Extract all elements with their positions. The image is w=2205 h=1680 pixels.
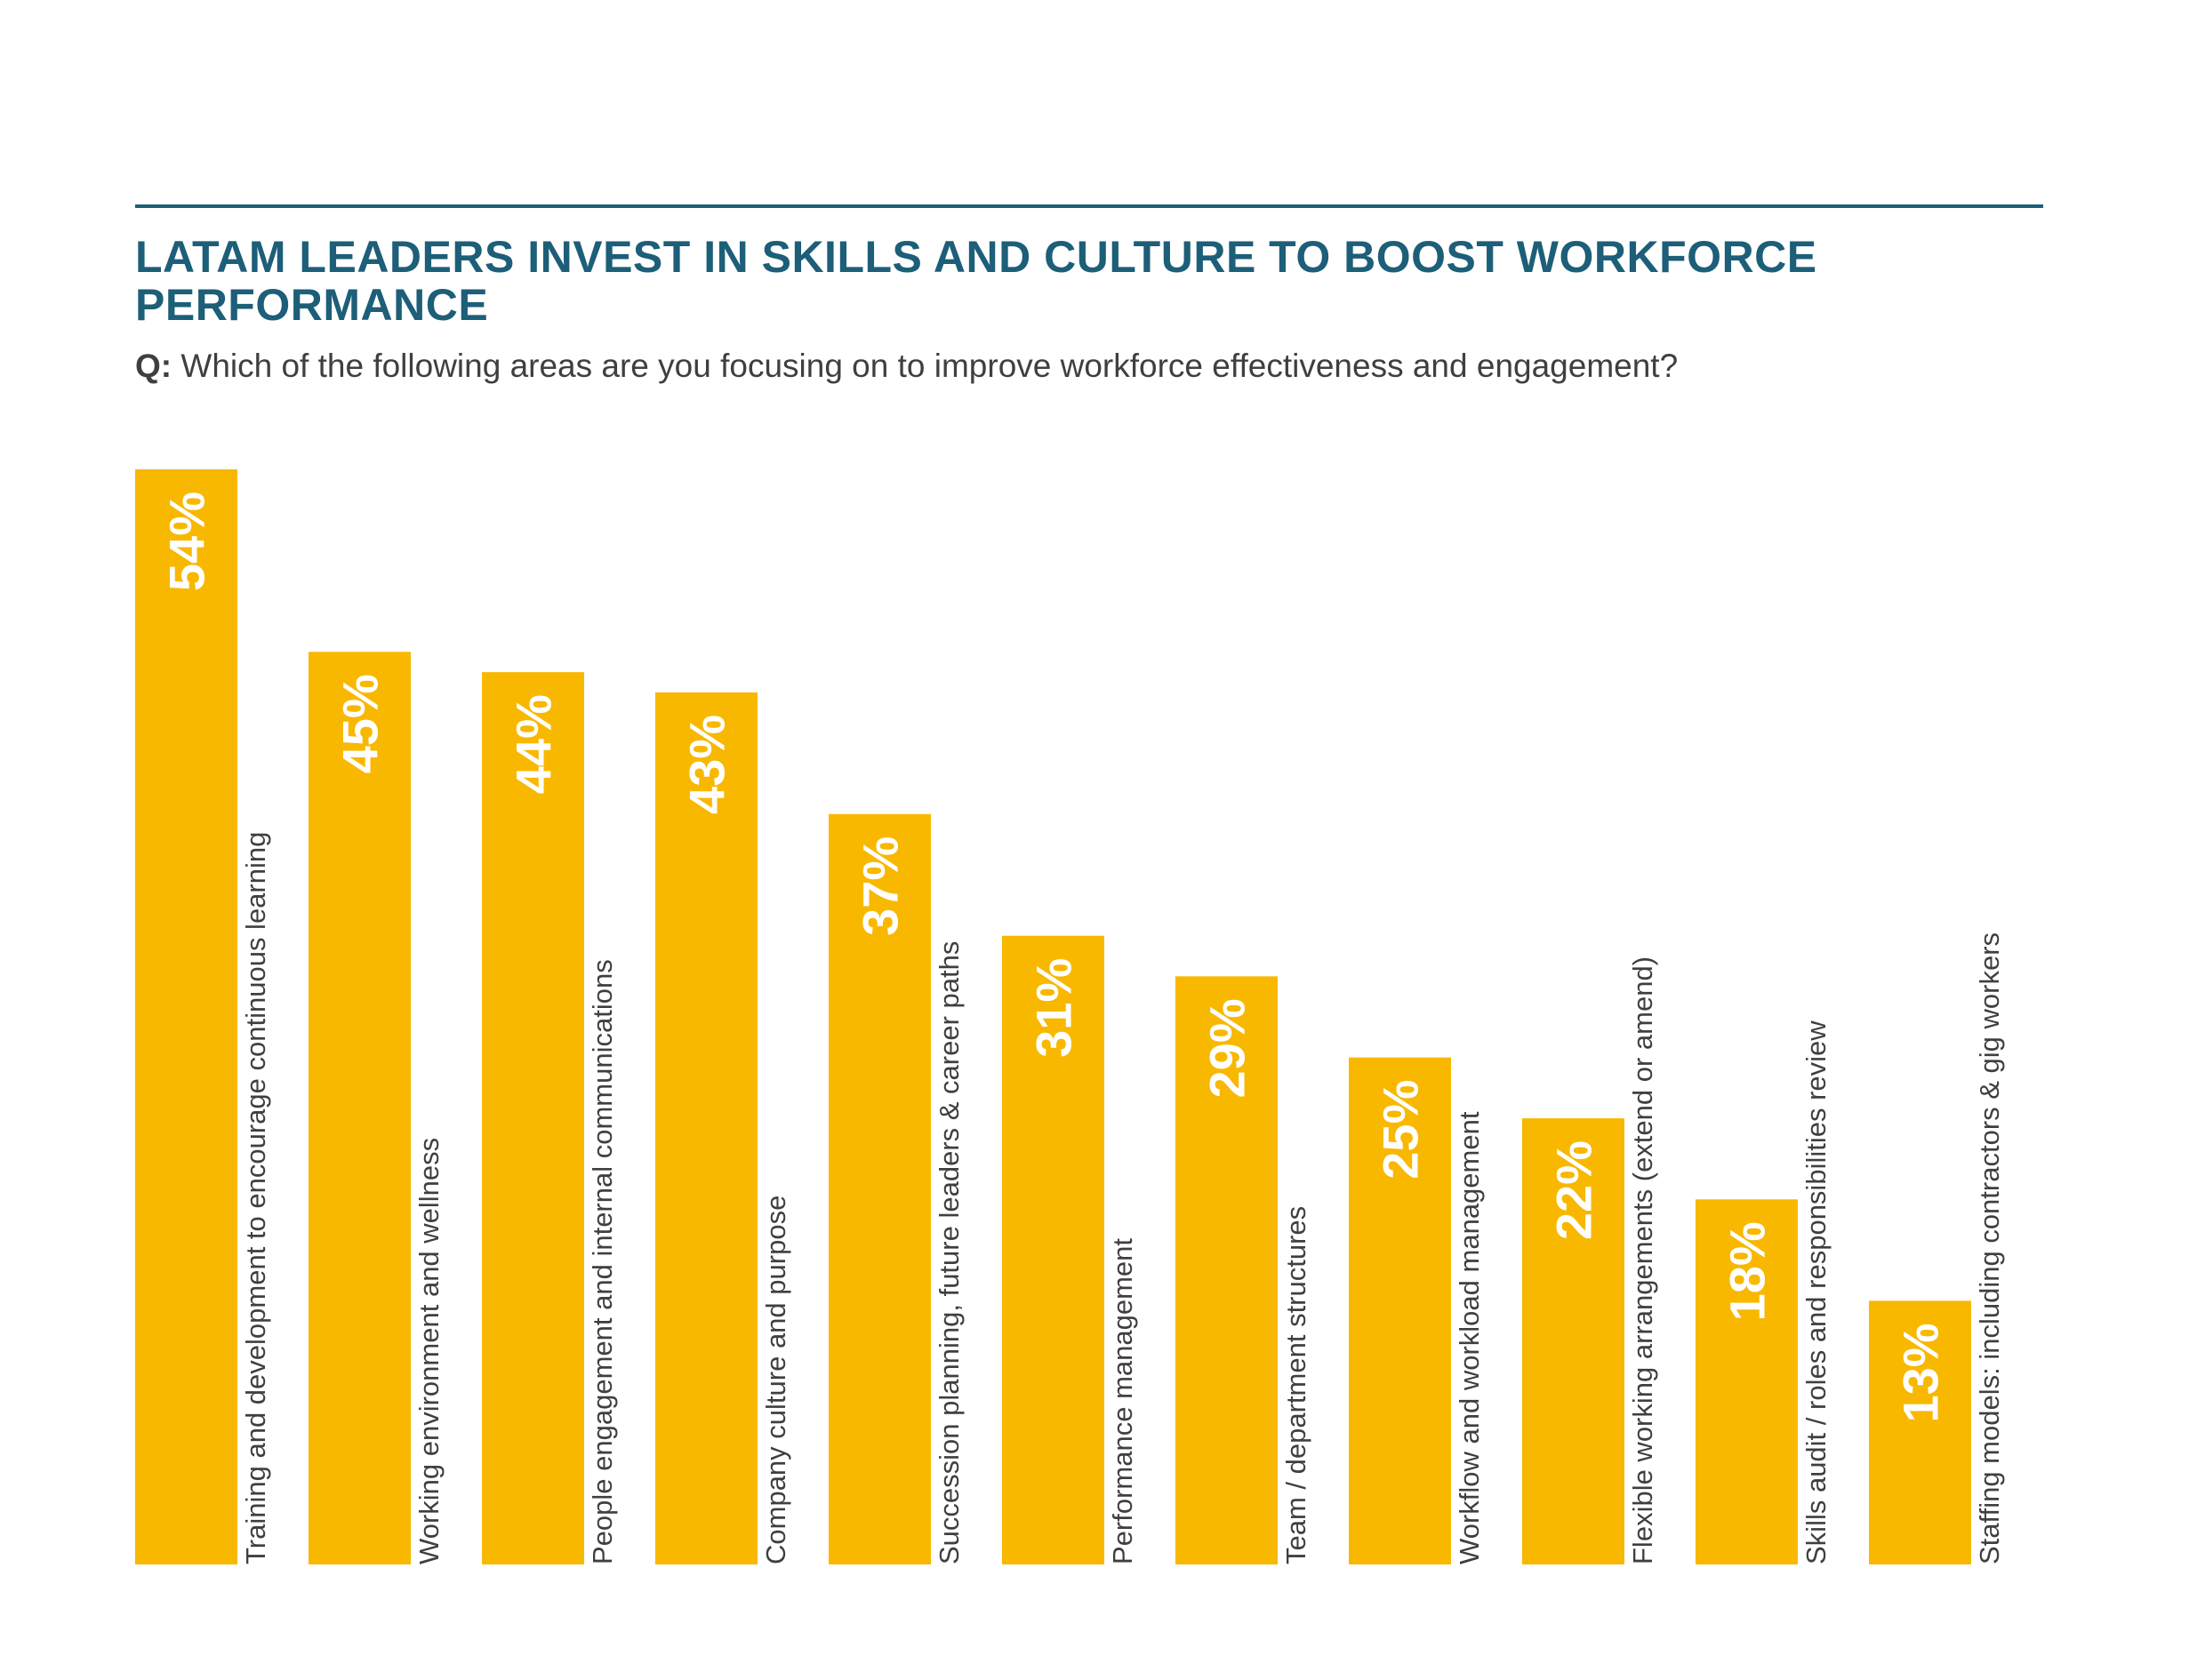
category-label: Performance management [1107,1238,1138,1564]
question-text: Which of the following areas are you foc… [180,348,1679,384]
bar [1349,1057,1451,1564]
bar [829,813,931,1564]
category-label: Team / department structures [1280,1206,1311,1564]
category-label: Training and development to encourage co… [240,832,271,1564]
chart-title: LATAM LEADERS INVEST IN SKILLS AND CULTU… [135,232,1817,330]
category-label: Company culture and purpose [760,1196,791,1564]
category-label: Skills audit / roles and responsibilitie… [1800,1020,1832,1564]
bar-value-label: 54% [159,492,215,591]
category-label: Staffing models: including contractors &… [1974,932,2005,1564]
bar-value-label: 29% [1199,998,1255,1098]
bar [1696,1199,1798,1564]
bar-value-label: 31% [1026,958,1082,1058]
category-label: Flexible working arrangements (extend or… [1627,956,1658,1564]
survey-question: Q: Which of the following areas are you … [135,347,2136,386]
bar-value-label: 37% [853,836,909,936]
question-prefix: Q: [135,348,172,384]
bar [135,469,237,1564]
bar [1522,1118,1624,1564]
category-label: Workflow and workload management [1454,1111,1485,1564]
category-label: People engagement and internal communica… [587,959,618,1564]
bar-value-label: 43% [679,715,735,814]
bar-value-label: 18% [1720,1221,1776,1321]
bar [482,672,584,1564]
bar-value-label: 22% [1546,1140,1602,1240]
bar [1175,976,1278,1564]
bar [1869,1300,1971,1564]
bar-value-label: 25% [1373,1080,1429,1180]
category-label: Succession planning, future leaders & ca… [934,941,965,1564]
bar [655,692,758,1564]
bar [309,652,411,1565]
category-label: Working environment and wellness [413,1138,445,1564]
bar-value-label: 13% [1893,1323,1949,1422]
bar-value-label: 44% [506,694,562,794]
title-rule [135,204,2043,208]
bar [1002,935,1104,1564]
bar-value-label: 45% [333,674,389,773]
